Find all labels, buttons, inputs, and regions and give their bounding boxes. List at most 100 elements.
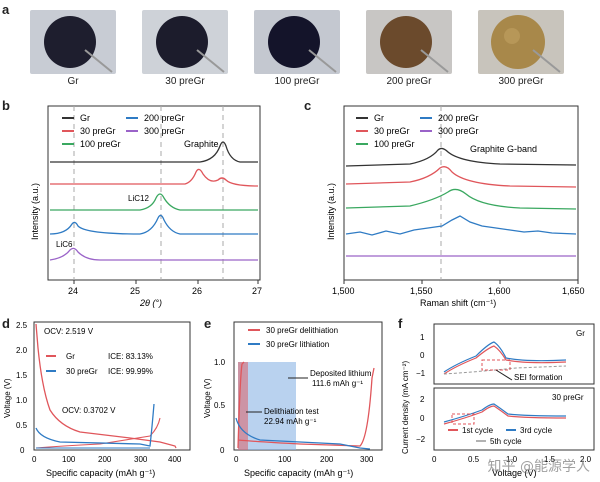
d-ytick-2.5: 2.5 (16, 321, 28, 330)
panel-c-letter: c (304, 98, 312, 113)
panel-e-frame (233, 321, 383, 451)
panel-b-xtick-27: 27 (252, 286, 262, 296)
f-bottom-ytick-2: 2 (420, 395, 425, 404)
panel-c-xlabel: Raman shift (cm⁻¹) (420, 298, 496, 308)
xrd-curve-100-pregr (50, 193, 258, 211)
f-top-ytick-m1: −1 (416, 369, 426, 378)
panel-b-chart: Gr 30 preGr 100 preGr 200 preGr 300 preG… (30, 105, 262, 308)
c-legend-100-pregr: 100 preGr (374, 139, 415, 149)
e-shaded-delithiation-test (238, 362, 248, 450)
panel-d-ylabel: Voltage (V) (3, 378, 12, 418)
d-xtick-300: 300 (134, 455, 148, 464)
f-legend-1st: 1st cycle (462, 426, 494, 435)
d-curve-30-pregr (35, 403, 155, 447)
d-ocv-2: OCV: 0.3702 V (62, 406, 116, 415)
e-ytick-0: 0 (220, 446, 225, 455)
panel-b-xtick-25: 25 (130, 286, 140, 296)
e-xtick-0: 0 (234, 455, 239, 464)
annot-lic6: LiC6 (56, 240, 73, 249)
f-xtick-2.0: 2.0 (580, 455, 592, 464)
label-30-pregr: 30 preGr (165, 76, 205, 87)
label-300-pregr: 300 preGr (498, 76, 544, 87)
legend-300-pregr: 300 preGr (144, 126, 185, 136)
photo-200-pregr (366, 10, 452, 74)
d-ytick-2.0: 2.0 (16, 346, 28, 355)
d-curve-gr-lithiation (35, 323, 177, 449)
panel-d-letter: d (2, 316, 10, 331)
label-200-pregr: 200 preGr (386, 76, 432, 87)
panel-b-ylabel: Intensity (a.u.) (30, 183, 40, 240)
xrd-curve-30-pregr (50, 168, 259, 187)
panel-c-frame (343, 105, 579, 281)
e-curve-delith-start (237, 361, 245, 449)
panel-d-xlabel: Specific capacity (mAh g⁻¹) (46, 468, 155, 478)
e-legend-lithiation: 30 preGr lithiation (266, 340, 329, 349)
d-ytick-0.5: 0.5 (16, 421, 28, 430)
f-legend-5th: 5th cycle (490, 437, 522, 446)
panel-f-chart: Gr SEI formation 1 0 −1 30 preGr 1st cyc… (401, 323, 595, 478)
panel-c-xtick-1650: 1,650 (562, 286, 585, 296)
annot-graphite: Graphite (184, 139, 219, 149)
legend-100-pregr: 100 preGr (80, 139, 121, 149)
legend-200-pregr: 200 preGr (144, 113, 185, 123)
annot-g-band: Graphite G-band (470, 144, 537, 154)
f-top-curve-1st (443, 345, 567, 375)
xrd-curve-300-pregr (49, 247, 258, 261)
e-ytick-1.0: 1.0 (214, 358, 226, 367)
panel-c-chart: Gr 30 preGr 100 preGr 200 preGr 300 preG… (326, 105, 585, 308)
e-annot-deposited-2: 111.6 mAh g⁻¹ (312, 379, 363, 388)
d-legend-gr: Gr (66, 352, 75, 361)
legend-gr: Gr (80, 113, 90, 123)
panel-e-ylabel: Voltage (V) (203, 378, 212, 418)
d-xtick-0: 0 (32, 455, 37, 464)
photo-gr (30, 10, 116, 74)
panel-c-xtick-1550: 1,550 (410, 286, 433, 296)
f-legend-3rd: 3rd cycle (520, 426, 553, 435)
e-ytick-0.5: 0.5 (214, 401, 226, 410)
f-bottom-ytick-m2: −2 (416, 435, 426, 444)
watermark: 知乎 @能源学人 (487, 459, 590, 475)
xrd-curve-200-pregr (49, 214, 258, 235)
panel-d-frame (33, 321, 191, 451)
sample-disc-gr (44, 16, 113, 73)
d-xtick-400: 400 (168, 455, 182, 464)
e-curve-delithiation (237, 367, 375, 447)
panel-c-xtick-1600: 1,600 (488, 286, 511, 296)
f-bottom-curve-1st (443, 405, 567, 425)
panel-b-letter: b (2, 98, 10, 113)
c-legend-gr: Gr (374, 113, 384, 123)
d-xtick-100: 100 (62, 455, 76, 464)
d-ice-30-pregr: ICE: 99.99% (108, 367, 153, 376)
f-bottom-label: 30 preGr (552, 393, 584, 402)
panel-e-xlabel: Specific capacity (mAh g⁻¹) (244, 468, 353, 478)
photo-30-pregr (142, 10, 228, 74)
sample-disc-30-pregr (156, 16, 225, 73)
sample-disc-300-pregr (491, 15, 561, 73)
legend-30-pregr: 30 preGr (80, 126, 116, 136)
sample-disc-100-pregr (268, 16, 337, 73)
f-sei-label: SEI formation (514, 373, 562, 382)
xrd-curve-gr (50, 141, 258, 163)
d-ytick-1.0: 1.0 (16, 396, 28, 405)
f-top-label: Gr (576, 329, 585, 338)
d-xtick-200: 200 (98, 455, 112, 464)
f-bottom-ytick-0: 0 (420, 414, 425, 423)
d-ytick-0: 0 (20, 446, 25, 455)
f-top-curve-3rd (443, 341, 567, 373)
c-legend-30-pregr: 30 preGr (374, 126, 410, 136)
photo-100-pregr (254, 10, 340, 74)
d-ice-gr: ICE: 83.13% (108, 352, 153, 361)
d-ocv-1: OCV: 2.519 V (44, 327, 94, 336)
panel-e-letter: e (204, 316, 212, 331)
panel-f-xlabel: Voltage (V) (492, 468, 537, 478)
label-gr: Gr (67, 76, 79, 87)
f-bottom-box (451, 413, 475, 425)
f-xtick-1.0: 1.0 (506, 455, 518, 464)
panel-b-xlabel: 2θ (°) (139, 298, 162, 308)
d-curve-gr-delithiation (35, 417, 161, 449)
panel-f-ylabel: Current density (mA cm⁻²) (401, 361, 410, 454)
f-xtick-0: 0 (432, 455, 437, 464)
f-xtick-0.5: 0.5 (468, 455, 480, 464)
panel-b-xtick-24: 24 (68, 286, 78, 296)
panel-c-xtick-1500: 1,500 (332, 286, 355, 296)
